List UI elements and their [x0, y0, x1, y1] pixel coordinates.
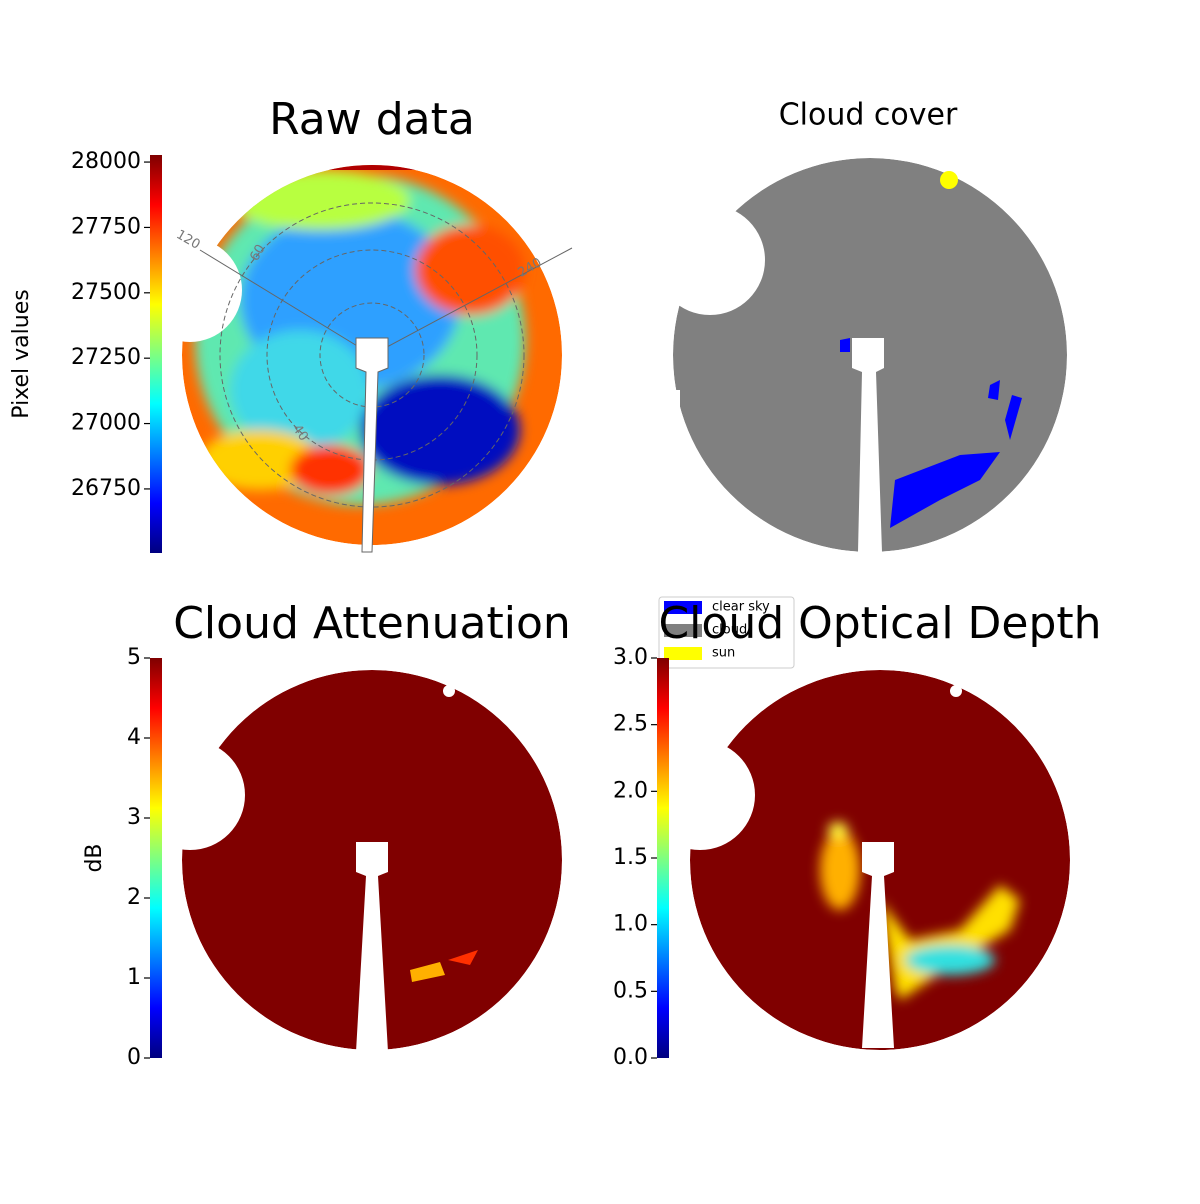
- colorbar-tick-label: 3.0: [613, 645, 648, 670]
- colorbar-tick-label: 0.5: [613, 978, 648, 1003]
- colorbar-tick-label: 28000: [71, 149, 141, 174]
- colorbar-tick-label: 0: [127, 1045, 141, 1070]
- mask: [443, 685, 455, 697]
- colorbar-tick-label: 27750: [71, 214, 141, 239]
- panel-title: Cloud Attenuation: [173, 598, 571, 649]
- mask: [138, 238, 242, 342]
- colorbar-tick-label: 2.5: [613, 712, 648, 737]
- legend-swatch: [664, 624, 702, 637]
- colorbar-tick-label: 2.0: [613, 778, 648, 803]
- mask: [135, 740, 245, 850]
- legend-label: clear sky: [712, 600, 770, 615]
- colorbar-tick-label: 3: [127, 805, 141, 830]
- sun-marker: [940, 171, 958, 189]
- colorbar-tick-label: 27500: [71, 280, 141, 305]
- colorbar: [150, 658, 162, 1058]
- mask: [355, 337, 389, 553]
- colorbar-tick-label: 1.0: [613, 912, 648, 937]
- colorbar: [150, 155, 162, 553]
- legend-swatch: [664, 647, 702, 660]
- colorbar-tick-label: 0.0: [613, 1045, 648, 1070]
- colorbar-tick-label: 27250: [71, 345, 141, 370]
- colorbar-label: Pixel values: [9, 289, 34, 418]
- colorbar-tick-label: 2: [127, 885, 141, 910]
- colorbar-tick-label: 4: [127, 725, 141, 750]
- mask: [655, 205, 765, 315]
- panel-title: Raw data: [269, 94, 475, 145]
- legend-label: cloud: [712, 623, 747, 638]
- colorbar: [657, 658, 669, 1058]
- colorbar-tick-label: 5: [127, 645, 141, 670]
- raw-image: [182, 165, 562, 545]
- colorbar-tick-label: 27000: [71, 411, 141, 436]
- panel-title: Cloud cover: [779, 98, 958, 133]
- panel-title: Cloud Optical Depth: [658, 598, 1101, 649]
- mask: [950, 685, 962, 697]
- legend-label: sun: [712, 646, 735, 661]
- mask: [852, 338, 884, 552]
- legend: clear sky cloud sun: [658, 596, 795, 669]
- colorbar-tick-label: 1.5: [613, 845, 648, 870]
- mask: [356, 842, 388, 1052]
- legend-swatch: [664, 601, 702, 614]
- colorbar-tick-label: 1: [127, 965, 141, 990]
- polar-label: 60: [247, 242, 268, 264]
- colorbar-tick-label: 26750: [71, 476, 141, 501]
- mask: [862, 842, 894, 1048]
- mask: [650, 390, 680, 560]
- mask: [645, 740, 755, 850]
- colorbar-label: dB: [82, 843, 107, 872]
